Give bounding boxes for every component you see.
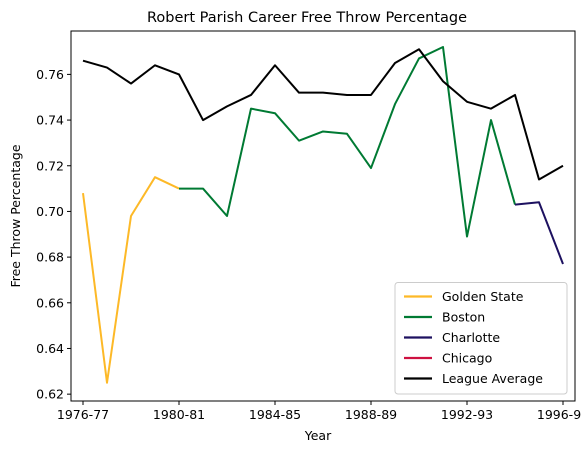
y-tick-label: 0.64 [36, 341, 64, 356]
x-tick-label: 1988-89 [345, 407, 397, 422]
y-axis: 0.62 0.64 0.66 0.68 0.70 0.72 0.74 0.76 [36, 67, 71, 402]
x-tick-label: 1992-93 [441, 407, 493, 422]
legend-box [394, 282, 568, 395]
legend-label: League Average [442, 371, 543, 386]
legend-label: Golden State [442, 289, 524, 304]
y-tick-label: 0.68 [36, 250, 64, 265]
x-tick-label: 1976-77 [57, 407, 109, 422]
plot-series [82, 45, 564, 384]
legend: Golden State Boston Charlotte Chicago League… [394, 282, 568, 395]
y-tick-label: 0.70 [36, 204, 64, 219]
y-tick-label: 0.66 [36, 295, 64, 310]
series-line-2 [514, 201, 564, 265]
y-axis-label: Free Throw Percentage [8, 144, 23, 287]
chart-title: Robert Parish Career Free Throw Percenta… [147, 10, 467, 26]
plot-frame [70, 30, 576, 402]
y-tick-label: 0.76 [36, 67, 64, 82]
y-tick-label: 0.74 [36, 113, 64, 128]
y-tick-label: 0.72 [36, 158, 64, 173]
series-line-4 [82, 48, 564, 181]
x-tick-label: 1984-85 [249, 407, 301, 422]
legend-label: Charlotte [442, 330, 500, 345]
x-tick-label: 1980-81 [153, 407, 205, 422]
y-tick-label: 0.62 [36, 387, 64, 402]
series-line-1 [179, 45, 516, 238]
x-axis-label: Year [304, 428, 332, 443]
legend-label: Chicago [442, 351, 492, 366]
legend-label: Boston [442, 310, 485, 325]
series-line-0 [82, 176, 180, 384]
x-axis: 1976-77 1980-81 1984-85 1988-89 1992-93 1996-… [57, 401, 582, 422]
x-tick-label: 1996-97 [537, 407, 582, 422]
